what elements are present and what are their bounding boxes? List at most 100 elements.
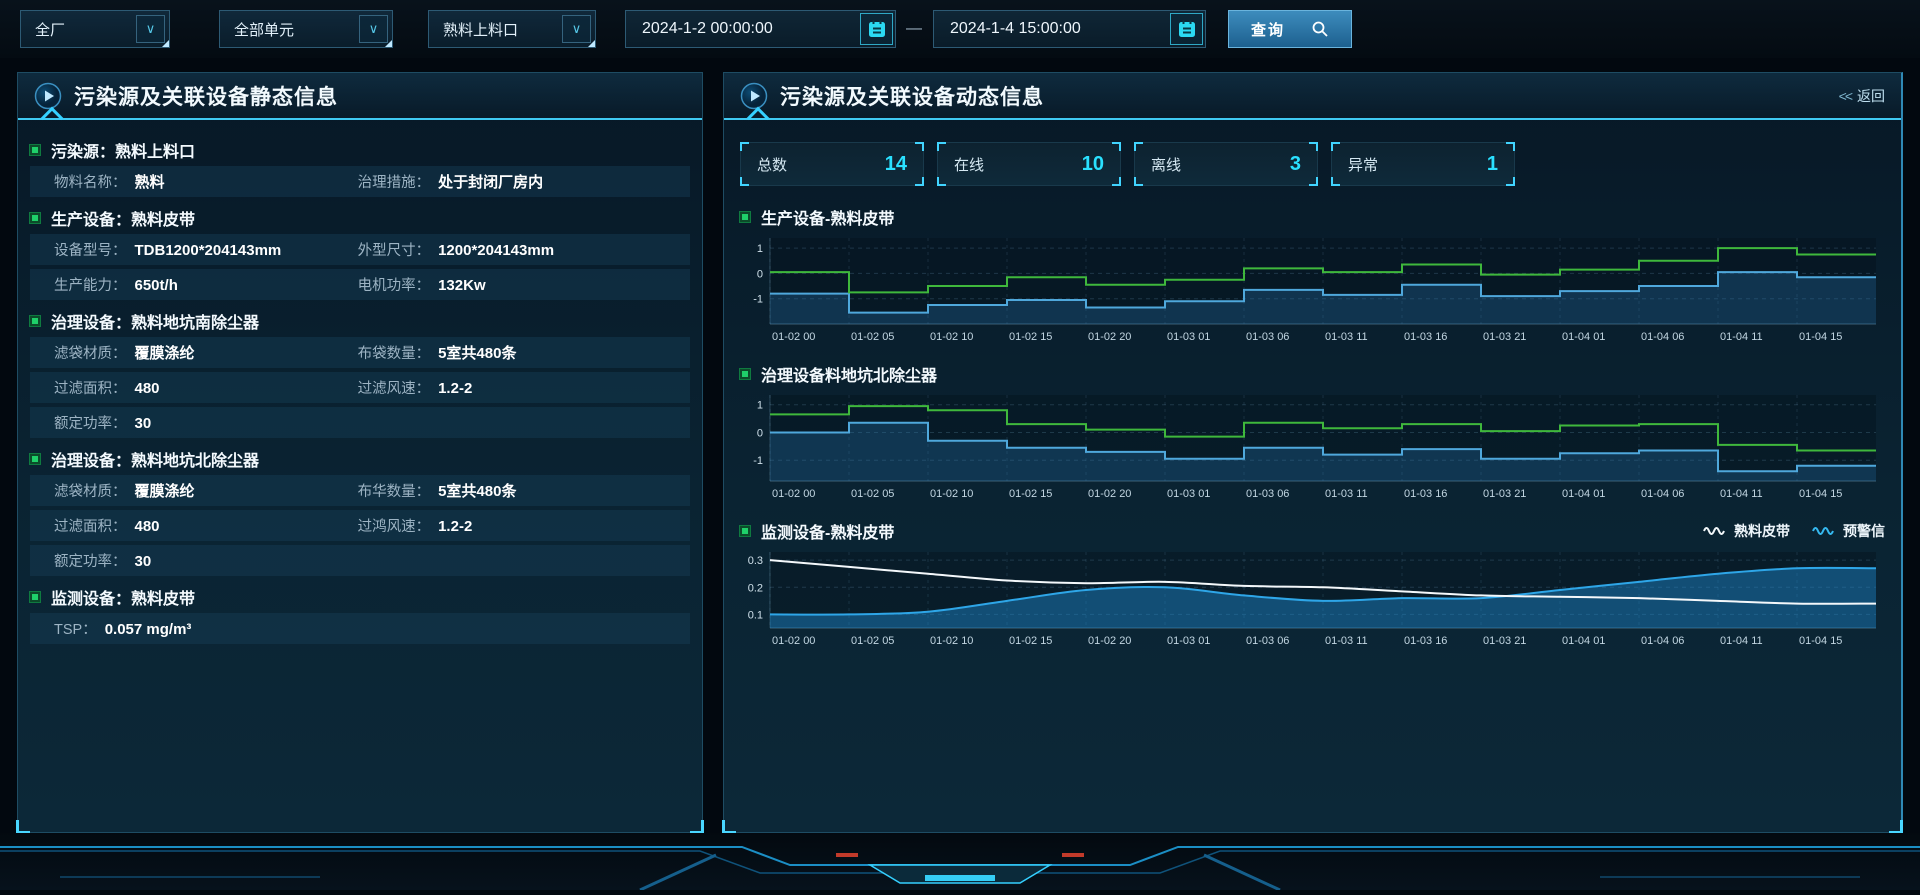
field-cell: 过滤面积： 480 [30,515,334,536]
play-icon [34,82,62,109]
svg-text:01-02 05: 01-02 05 [851,635,894,647]
section-header: 污染源：熟料上料口 [29,133,690,166]
field-label: 布华数量： [357,484,431,500]
chart-block: 生产设备-熟料皮带 1 0 -1 01-02 00 01-02 05 01-02 10 01-… [739,202,1885,353]
legend-item[interactable]: 预警信 [1812,521,1885,541]
corner-accent [1889,820,1903,834]
charts-container: 生产设备-熟料皮带 1 0 -1 01-02 00 01-02 05 01-02 10 01-… [739,202,1885,657]
svg-text:01-02 15: 01-02 15 [1009,635,1052,647]
field-label: 额定功率： [54,554,127,570]
static-info-panel: 污染源及关联设备静态信息 污染源：熟料上料口 物料名称： 熟料 治理措施： 处于封闭厂房… [16,72,704,834]
stat-card: 在线 10 [937,142,1121,186]
field-cell: 过滤风速： 1.2-2 [334,377,690,398]
svg-text:01-03 21: 01-03 21 [1483,635,1526,647]
source-select-value: 熟料上料口 [443,21,519,39]
svg-text:0: 0 [757,268,763,280]
svg-text:01-03 16: 01-03 16 [1404,488,1447,500]
chart-plot-3: 0.3 0.2 0.1 01-02 00 01-02 05 01-02 10 01-02 1… [748,552,1877,647]
svg-text:1: 1 [757,400,763,412]
field-value: TDB1200*204143mm [134,242,282,259]
source-select[interactable]: 熟料上料口 ∨ [428,10,596,48]
chevron-down-icon[interactable]: ∨ [562,15,591,43]
field-value: 480 [134,380,160,397]
plant-select-value: 全厂 [35,21,66,39]
back-button-label: 返回 [1857,87,1885,104]
start-datetime-input[interactable]: 2024-1-2 00:00:00 [625,10,896,48]
field-cell: TSP： 0.057 mg/m³ [30,618,334,639]
svg-text:-1: -1 [753,455,763,467]
start-datetime-value: 2024-1-2 00:00:00 [642,20,773,37]
field-cell: 布袋数量： 5室共480条 [334,342,690,363]
green-square-bullet [739,525,751,537]
svg-text:01-04 15: 01-04 15 [1799,488,1842,500]
corner-bracket [1112,142,1121,151]
chevrons-left-icon: << [1838,87,1853,104]
chart-block: 监测设备-熟料皮带 熟料皮带 预警信 0.3 0.2 0.1 01-02 00 01-02 0… [739,516,1885,657]
wave-icon [1703,523,1727,539]
stat-label: 在线 [954,156,985,174]
table-row: 额定功率： 30 [30,545,690,576]
green-square-bullet [29,314,41,327]
plant-select[interactable]: 全厂 ∨ [20,10,170,48]
field-cell: 过鸿风速： 1.2-2 [334,515,690,536]
corner-bracket [740,142,749,151]
calendar-icon[interactable] [860,13,893,45]
field-cell: 治理措施： 处于封闭厂房内 [334,171,690,192]
section-header-label: 污染源：熟料上料口 [51,143,196,161]
corner-accent [16,820,30,834]
stat-card: 总数 14 [740,142,924,186]
field-cell: 布华数量： 5室共480条 [334,480,690,501]
unit-select[interactable]: 全部单元 ∨ [219,10,393,48]
field-cell: 物料名称： 熟料 [30,171,334,192]
field-label: 过鸿风速： [357,519,431,535]
chevron-down-icon[interactable]: ∨ [359,15,388,43]
field-value: 处于封闭厂房内 [438,174,544,191]
stat-value: 10 [1081,152,1104,175]
field-label: 过滤风速： [357,381,431,397]
top-toolbar: 全厂 ∨ 全部单元 ∨ 熟料上料口 ∨ 2024-1-2 00:00:00 — … [0,0,1920,58]
query-button[interactable]: 查询 [1228,10,1352,48]
section-header-label: 治理设备：熟料地坑南除尘器 [51,314,260,332]
field-label: 设备型号： [54,243,127,259]
table-row: 物料名称： 熟料 治理措施： 处于封闭厂房内 [30,166,690,197]
svg-text:01-02 05: 01-02 05 [851,488,894,500]
field-cell: 过滤面积： 480 [30,377,334,398]
svg-text:01-04 01: 01-04 01 [1562,331,1605,343]
table-row: 滤袋材质： 覆膜涤纶 布华数量： 5室共480条 [30,475,690,506]
chevron-down-icon[interactable]: ∨ [136,15,165,43]
field-label: 治理措施： [357,175,431,191]
svg-text:01-03 06: 01-03 06 [1246,635,1289,647]
legend-label: 预警信 [1843,523,1885,539]
table-row: 设备型号： TDB1200*204143mm 外型尺寸： 1200*204143mm [30,234,690,265]
green-square-bullet [739,368,751,380]
stat-card: 异常 1 [1331,142,1515,186]
calendar-icon[interactable] [1170,13,1203,45]
legend-item[interactable]: 熟料皮带 [1703,521,1790,541]
svg-text:01-04 11: 01-04 11 [1720,635,1763,647]
end-datetime-input[interactable]: 2024-1-4 15:00:00 [933,10,1206,48]
back-button[interactable]: << 返回 [1839,86,1885,106]
unit-select-value: 全部单元 [234,21,295,39]
svg-text:01-03 01: 01-03 01 [1167,635,1210,647]
field-cell: 生产能力： 650t/h [30,274,334,295]
corner-bracket [1134,177,1143,186]
field-cell: 滤袋材质： 覆膜涤纶 [30,480,334,501]
field-cell: 滤袋材质： 覆膜涤纶 [30,342,334,363]
green-square-bullet [29,590,41,603]
corner-bracket [937,142,946,151]
svg-text:01-02 20: 01-02 20 [1088,331,1131,343]
field-value: 30 [134,415,152,432]
field-label: 滤袋材质： [54,484,127,500]
svg-text:01-03 06: 01-03 06 [1246,488,1289,500]
svg-text:01-02 00: 01-02 00 [772,331,815,343]
dynamic-info-body: 总数 14 在线 10 离线 3 异常 1 生产设备-熟料皮带 1 0 -1 01-02 00 01-0… [724,120,1901,657]
stat-label: 异常 [1348,156,1379,174]
dynamic-info-header: 污染源及关联设备动态信息 << 返回 [724,73,1901,120]
play-icon [740,82,768,109]
svg-text:01-04 11: 01-04 11 [1720,488,1763,500]
svg-text:01-02 10: 01-02 10 [930,635,973,647]
svg-text:01-03 16: 01-03 16 [1404,331,1447,343]
corner-bracket [1309,177,1318,186]
stat-value: 1 [1486,152,1498,175]
corner-bracket [1506,177,1515,186]
